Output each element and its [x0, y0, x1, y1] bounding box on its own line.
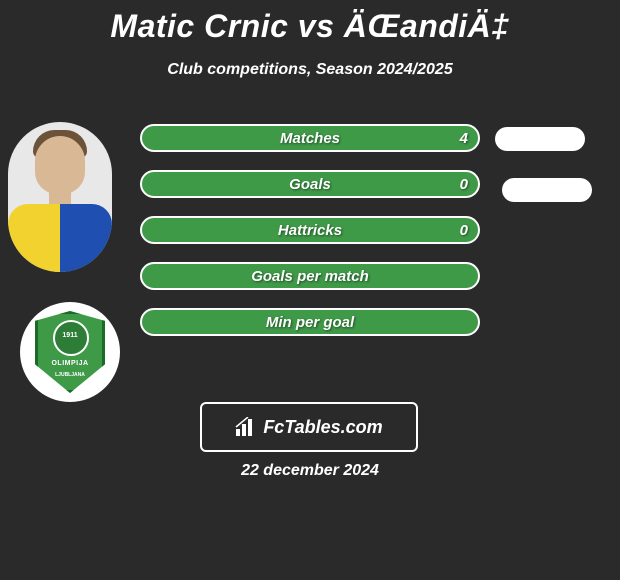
- bar-value-left: 0: [460, 176, 468, 193]
- player-silhouette: [8, 122, 112, 272]
- bar-label: Min per goal: [266, 314, 354, 331]
- bar-hattricks: Hattricks 0: [140, 216, 480, 244]
- page-title: Matic Crnic vs ÄŒandiÄ‡: [0, 0, 620, 45]
- bar-label: Hattricks: [278, 222, 342, 239]
- subtitle: Club competitions, Season 2024/2025: [0, 61, 620, 79]
- bar-label: Matches: [280, 130, 340, 147]
- bar-matches: Matches 4: [140, 124, 480, 152]
- stat-bars: Matches 4 Goals 0 Hattricks 0 Goals per …: [140, 124, 480, 354]
- date-text: 22 december 2024: [0, 462, 620, 480]
- bars-icon: [235, 417, 257, 437]
- club-year: 1911: [38, 332, 102, 339]
- club-badge: 1911 OLIMPIJA LJUBLJANA: [20, 302, 120, 402]
- right-pill-2: [502, 178, 592, 202]
- club-name-line1: OLIMPIJA: [38, 360, 102, 367]
- club-shield: 1911 OLIMPIJA LJUBLJANA: [35, 311, 105, 393]
- source-logo-box: FcTables.com: [200, 402, 418, 452]
- bar-label: Goals per match: [251, 268, 369, 285]
- bar-label: Goals: [289, 176, 331, 193]
- bar-min-per-goal: Min per goal: [140, 308, 480, 336]
- right-pill-1: [495, 127, 585, 151]
- bar-value-left: 0: [460, 222, 468, 239]
- bar-value-left: 4: [460, 130, 468, 147]
- bar-goals-per-match: Goals per match: [140, 262, 480, 290]
- club-name-line2: LJUBLJANA: [38, 372, 102, 378]
- logo-text: FcTables.com: [263, 417, 382, 438]
- player-photo-left: [8, 122, 112, 272]
- bar-goals: Goals 0: [140, 170, 480, 198]
